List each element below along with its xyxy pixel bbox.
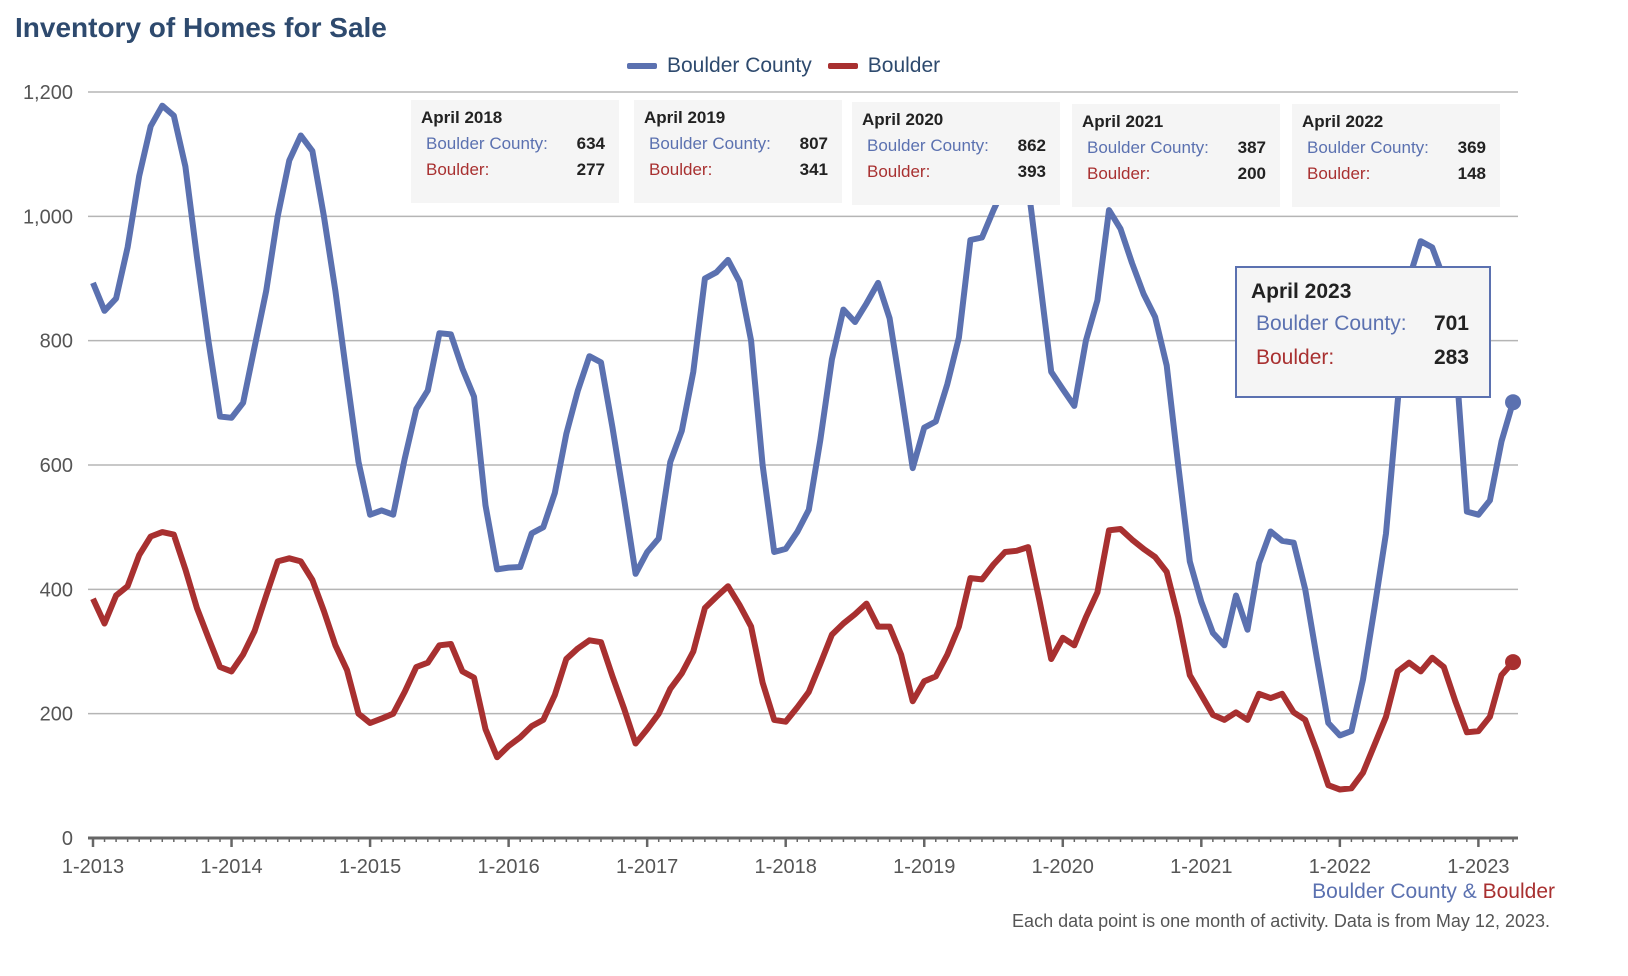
annotation-county-value: 807 <box>799 134 828 153</box>
annotation-county-value: 369 <box>1457 138 1486 157</box>
annotation-box: April 2020 Boulder County: 862 Boulder: 39… <box>852 102 1060 205</box>
tooltip-title: April 2023 <box>1251 280 1352 303</box>
annotation-boulder-value: 341 <box>799 160 828 179</box>
footer-series: Boulder County & Boulder <box>1312 880 1555 904</box>
footer-note: Each data point is one month of activity… <box>1012 911 1550 931</box>
annotation-county-value: 862 <box>1017 136 1046 155</box>
series-line-boulder[interactable] <box>90 526 1516 793</box>
annotation-boulder-label: Boulder: <box>649 160 713 179</box>
annotation-boulder-value: 200 <box>1237 164 1266 183</box>
annotation-box: April 2018 Boulder County: 634 Boulder: 27… <box>411 100 619 203</box>
y-tick-label: 1,200 <box>23 82 73 104</box>
annotation-county-value: 387 <box>1237 138 1266 157</box>
x-tick-label: 1-2018 <box>755 856 817 878</box>
x-tick-label: 1-2020 <box>1032 856 1094 878</box>
x-tick-label: 1-2019 <box>893 856 955 878</box>
y-tick-label: 0 <box>62 828 73 850</box>
tooltip-boulder-label: Boulder: <box>1256 346 1335 369</box>
y-tick-label: 1,000 <box>23 206 73 228</box>
legend-swatch-county <box>627 63 657 69</box>
legend-item-county[interactable]: Boulder County <box>627 54 812 78</box>
annotation-county-label: Boulder County: <box>1307 138 1429 157</box>
footer-amp: & <box>1456 880 1483 903</box>
annotation-boulder-label: Boulder: <box>1087 164 1151 183</box>
legend-item-boulder[interactable]: Boulder <box>827 54 941 78</box>
y-tick-label: 400 <box>40 579 73 601</box>
x-tick-label: 1-2023 <box>1447 856 1509 878</box>
annotation-title: April 2019 <box>644 108 726 127</box>
footer-county: Boulder County <box>1312 880 1457 903</box>
legend-label: Boulder <box>867 54 941 77</box>
annotation-boulder-label: Boulder: <box>426 160 490 179</box>
annotation-boulder-label: Boulder: <box>1307 164 1371 183</box>
legend: Boulder County Boulder <box>627 54 940 78</box>
tooltip-boulder-value: 283 <box>1433 346 1469 369</box>
series-line-boulder-county[interactable] <box>90 102 1516 739</box>
hover-tooltip: April 2023 Boulder County: 701 Boulder: 28… <box>1235 266 1491 398</box>
annotation-county-label: Boulder County: <box>867 136 989 155</box>
y-tick-label: 800 <box>40 331 73 353</box>
highlight-point[interactable] <box>1505 394 1522 411</box>
annotation-boulder-value: 148 <box>1457 164 1486 183</box>
y-tick-label: 200 <box>40 704 73 726</box>
annotation-county-label: Boulder County: <box>426 134 548 153</box>
annotation-box: April 2019 Boulder County: 807 Boulder: 34… <box>634 100 842 203</box>
annotation-county-label: Boulder County: <box>1087 138 1209 157</box>
annotation-title: April 2018 <box>421 108 503 127</box>
chart-title: Inventory of Homes for Sale <box>15 12 387 43</box>
x-tick-label: 1-2021 <box>1170 856 1232 878</box>
annotation-title: April 2020 <box>862 110 944 129</box>
highlight-point[interactable] <box>1505 654 1522 671</box>
annotation-county-value: 634 <box>576 134 605 153</box>
annotation-title: April 2022 <box>1302 112 1384 131</box>
x-tick-label: 1-2015 <box>339 856 401 878</box>
annotation-boulder-value: 277 <box>576 160 605 179</box>
legend-swatch-boulder <box>827 63 858 69</box>
annotation-box: April 2022 Boulder County: 369 Boulder: 14… <box>1292 104 1500 207</box>
annotation-boulder-label: Boulder: <box>867 162 931 181</box>
annotation-box: April 2021 Boulder County: 387 Boulder: 20… <box>1072 104 1280 207</box>
x-tick-label: 1-2013 <box>62 856 124 878</box>
annotation-title: April 2021 <box>1082 112 1164 131</box>
footer-boulder: Boulder <box>1482 880 1555 903</box>
x-tick-label: 1-2022 <box>1309 856 1371 878</box>
tooltip-county-label: Boulder County: <box>1256 312 1407 335</box>
x-tick-label: 1-2016 <box>477 856 539 878</box>
y-tick-label: 600 <box>40 455 73 477</box>
annotation-county-label: Boulder County: <box>649 134 771 153</box>
x-tick-label: 1-2017 <box>616 856 678 878</box>
x-tick-label: 1-2014 <box>200 856 262 878</box>
annotation-boulder-value: 393 <box>1017 162 1046 181</box>
legend-label: Boulder County <box>667 54 812 77</box>
tooltip-county-value: 701 <box>1433 312 1469 335</box>
